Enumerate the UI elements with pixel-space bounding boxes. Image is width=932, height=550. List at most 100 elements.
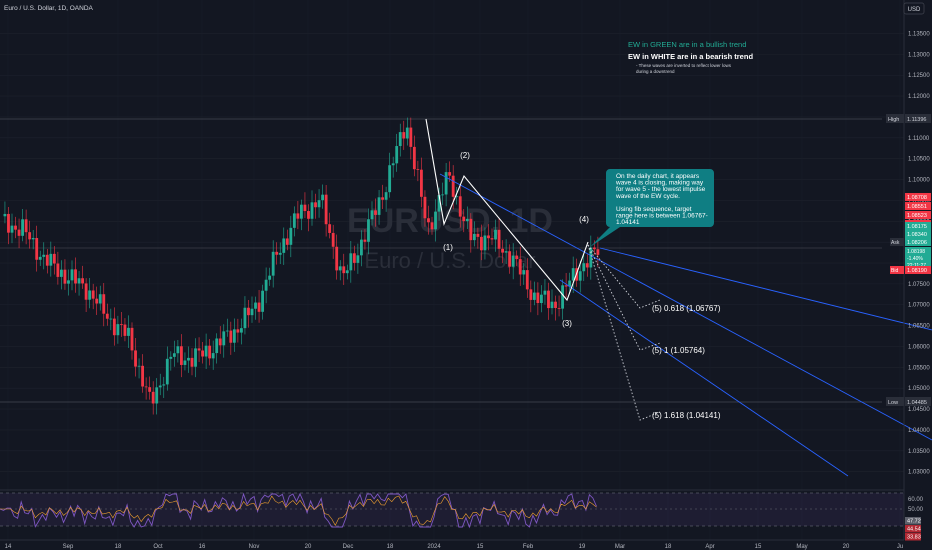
candle-body: [148, 387, 152, 392]
green-price-value: 1.08175: [907, 224, 927, 230]
candle-body: [303, 204, 307, 212]
callout-line: Using fib sequence, target: [616, 206, 692, 213]
candle-body: [416, 169, 420, 171]
legend-white-note: EW in WHITE are in a bearish trend: [628, 52, 753, 61]
candle-body: [225, 330, 229, 332]
low-badge-label: Low: [888, 400, 898, 406]
candle-body: [518, 259, 522, 275]
candle-body: [254, 302, 257, 309]
candle-body: [582, 263, 586, 272]
legend-sub-note-2: during a downtrend: [636, 69, 675, 74]
candle-body: [455, 196, 459, 198]
candle-body: [384, 192, 388, 200]
ask-badge: Ask 1.08206: [890, 238, 931, 246]
time-tick-label: 19: [579, 544, 586, 550]
legend-green-note: EW in GREEN are in a bullish trend: [628, 40, 746, 49]
candle-body: [45, 254, 49, 266]
candle-body: [480, 236, 483, 251]
currency-button-label[interactable]: USD: [908, 7, 921, 13]
candle-body: [81, 278, 84, 284]
bid-badge-tag: [890, 266, 904, 274]
red-price-tag: [905, 211, 931, 219]
candle-body: [120, 324, 123, 325]
candle-body: [95, 298, 99, 304]
candle-body: [395, 146, 399, 164]
low-badge-tag: [886, 397, 904, 406]
rsi-ma-line: [0, 495, 597, 526]
candle-body: [35, 237, 39, 260]
last-price-badge: 1.08198 -1.40% 22:11:27: [905, 247, 931, 269]
symbol-title: Euro / U.S. Dollar, 1D, OANDA: [4, 5, 94, 12]
price-tick-label: 1.13500: [908, 32, 930, 38]
price-tick-label: 1.04000: [908, 428, 930, 434]
candle-body: [285, 238, 289, 245]
candle-body: [356, 255, 360, 263]
candle-body: [261, 290, 264, 312]
price-tick-label: 1.13000: [908, 52, 930, 58]
bid-badge: Bid 1.08190: [890, 266, 931, 274]
candle-body: [10, 225, 14, 233]
candle-body: [448, 172, 452, 176]
candle-body: [497, 229, 501, 249]
last-price: 1.08198: [907, 249, 925, 255]
red-price-value: 1.08523: [907, 213, 927, 219]
time-tick-label: Apr: [705, 544, 714, 550]
price-tick-label: 1.07000: [908, 303, 930, 309]
candle-body: [310, 202, 314, 219]
low-badge-value: 1.04485: [907, 400, 927, 406]
candle-body: [374, 210, 377, 215]
candle-body: [158, 385, 162, 388]
candle-body: [38, 256, 42, 260]
time-tick-label: 18: [665, 544, 672, 550]
candle-body: [155, 387, 159, 404]
candle-body: [469, 218, 473, 241]
candle-body: [98, 294, 102, 304]
candle-body: [232, 329, 236, 343]
candle-body: [550, 301, 554, 309]
candle-body: [250, 308, 254, 316]
candle-body: [176, 346, 180, 354]
price-tick-label: 1.09500: [908, 198, 930, 204]
candle-body: [52, 253, 56, 264]
candle-body: [215, 338, 219, 354]
time-axis: 14 Sep 18 Oct 16 Nov 20 Dec 18 2024 15 Feb 19 Mar 18 Ap…: [5, 544, 904, 550]
candle-body: [123, 324, 127, 336]
rsi-tick-label: 60.00: [908, 497, 924, 503]
candle-body: [300, 204, 303, 219]
candle-body: [490, 238, 494, 240]
currency-button-frame[interactable]: [903, 2, 925, 15]
candle-body: [60, 269, 63, 277]
price-tick-label: 1.03500: [908, 449, 930, 455]
proj-1: [587, 244, 661, 351]
ask-badge-value: 1.08206: [907, 240, 927, 246]
price-tick-label: 1.04500: [908, 407, 930, 413]
candle-body: [307, 211, 310, 219]
candle-body: [7, 213, 10, 233]
candle-body: [24, 219, 28, 233]
currency-button[interactable]: USD: [903, 2, 925, 15]
green-price-value: 1.08340: [907, 232, 927, 238]
callout-line: range here is between 1.06767-: [616, 213, 708, 220]
candle-body: [42, 254, 46, 257]
rsi-value: 44.54: [907, 527, 921, 533]
candle-body: [515, 255, 519, 260]
candle-body: [564, 285, 568, 287]
candle-body: [476, 233, 480, 237]
target-1618: (5) 1.618 (1.04141): [652, 411, 721, 420]
candle-body: [338, 266, 342, 271]
candle-body: [532, 292, 536, 300]
candle-body: [229, 330, 233, 343]
candle-body: [88, 290, 92, 300]
candle-body: [14, 225, 17, 230]
candle-body: [370, 210, 374, 220]
rsi-value-tag: [905, 533, 921, 541]
candle-body: [465, 218, 469, 222]
candle-body: [592, 247, 596, 250]
callout-line: wave of the EW cycle.: [615, 193, 680, 200]
time-tick-label: 15: [755, 544, 762, 550]
candle-body: [201, 350, 204, 357]
candle-body: [458, 196, 462, 217]
